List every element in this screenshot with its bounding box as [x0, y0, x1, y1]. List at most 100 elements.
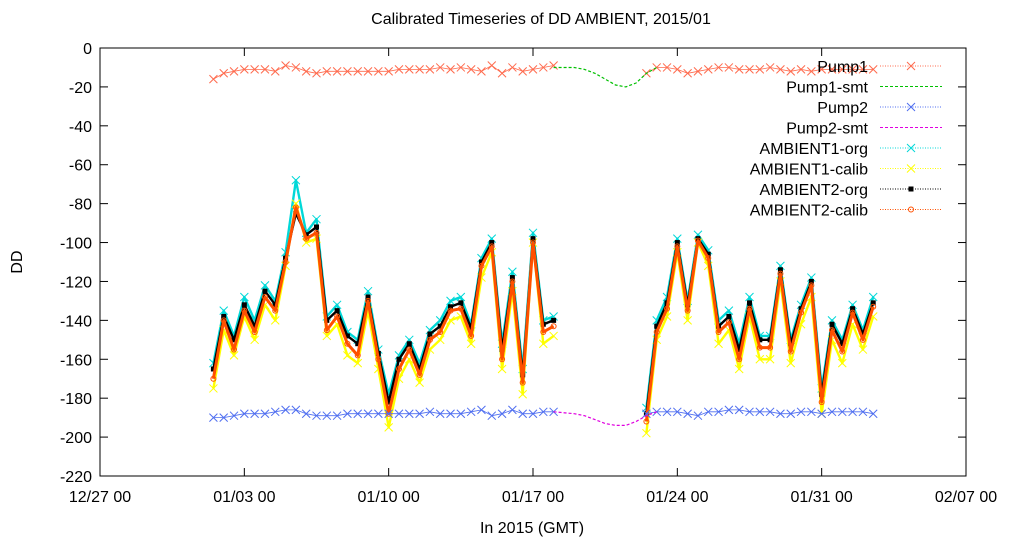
data-point: [323, 327, 330, 334]
x-tick-label: 01/03 00: [213, 489, 275, 506]
data-point: [353, 409, 363, 419]
data-point: [312, 68, 321, 78]
data-point: [344, 333, 350, 339]
data-point: [654, 323, 660, 329]
data-point: [549, 312, 558, 321]
data-point: [394, 409, 404, 419]
data-layer: [209, 61, 878, 438]
data-point: [684, 307, 691, 314]
data-point: [210, 366, 216, 372]
data-point: [528, 65, 538, 74]
legend-marker: [906, 143, 916, 153]
data-point: [550, 323, 557, 330]
data-point: [365, 294, 371, 300]
x-tick-label: 01/10 00: [358, 489, 420, 506]
data-point: [497, 364, 507, 374]
data-point: [406, 341, 412, 347]
x-tick-label: 01/17 00: [502, 489, 564, 506]
data-point: [757, 337, 763, 343]
legend: Pump1 Pump1-smt Pump2 Pump2-smt AMBIENT1-org…: [750, 59, 942, 220]
data-point: [395, 366, 402, 372]
data-point: [839, 348, 846, 355]
data-point: [714, 339, 723, 349]
data-point: [497, 409, 507, 419]
data-point: [250, 335, 259, 345]
legend-label: Pump1-smt: [786, 80, 868, 97]
data-point: [829, 321, 835, 327]
data-point: [282, 259, 289, 265]
data-point: [518, 409, 528, 419]
legend-label: Pump2-smt: [786, 121, 868, 138]
data-point: [858, 407, 868, 417]
data-point: [870, 303, 877, 310]
data-point: [747, 300, 752, 306]
legend-label: AMBIENT1-calib: [750, 162, 868, 179]
x-tick-label: 12/27 00: [69, 489, 131, 506]
y-tick-label: 0: [83, 41, 92, 58]
data-point: [477, 405, 486, 415]
data-point: [291, 63, 301, 72]
data-point: [756, 344, 763, 351]
data-point: [384, 423, 394, 432]
data-point: [314, 224, 319, 230]
data-point: [745, 65, 754, 74]
data-point: [468, 332, 475, 339]
data-point: [693, 411, 703, 421]
x-tick-label: 02/07 00: [935, 489, 997, 506]
data-point: [209, 74, 218, 84]
x-tick-label: 01/31 00: [791, 489, 853, 506]
data-point: [365, 297, 372, 304]
series-line: [553, 411, 657, 426]
data-point: [837, 65, 847, 74]
data-point: [530, 239, 536, 246]
data-point: [674, 240, 680, 246]
data-point: [478, 262, 485, 269]
data-point: [715, 329, 722, 336]
data-point: [252, 323, 258, 329]
data-point: [404, 335, 414, 345]
data-point: [231, 337, 237, 343]
data-point: [850, 306, 856, 312]
data-point: [239, 292, 249, 302]
data-point: [457, 305, 464, 312]
data-point: [250, 409, 259, 419]
data-point: [417, 366, 423, 372]
data-point: [396, 356, 402, 362]
data-point: [447, 307, 454, 314]
data-point: [839, 341, 845, 347]
data-point: [334, 313, 341, 320]
data-point: [344, 340, 351, 347]
data-point: [489, 240, 495, 246]
data-point: [415, 65, 424, 74]
data-point: [446, 296, 455, 306]
data-point: [435, 335, 445, 345]
data-point: [551, 317, 557, 323]
y-axis: 0 -20 -40 -60 -80 -100 -120 -140 -160 -180 -200 -22…: [60, 41, 966, 486]
data-point: [652, 407, 662, 417]
data-point: [787, 348, 794, 355]
data-point: [776, 65, 785, 74]
data-point: [724, 63, 734, 72]
data-point: [499, 356, 506, 363]
data-point: [870, 300, 876, 306]
data-point: [322, 66, 332, 76]
data-point: [291, 405, 301, 415]
data-point: [538, 407, 548, 417]
series-pump2-smt: [553, 411, 657, 426]
data-point: [260, 409, 270, 419]
data-point: [386, 399, 392, 405]
data-point: [466, 407, 476, 417]
data-point: [363, 286, 373, 296]
series-ambient2-calib: [210, 204, 877, 425]
data-point: [860, 331, 866, 337]
data-point: [807, 66, 816, 76]
data-point: [332, 411, 342, 421]
data-point: [353, 358, 363, 368]
data-point: [518, 389, 528, 399]
data-point: [693, 230, 703, 240]
data-point: [703, 65, 713, 74]
data-point: [858, 65, 868, 74]
data-point: [664, 305, 671, 312]
data-point: [755, 407, 765, 417]
